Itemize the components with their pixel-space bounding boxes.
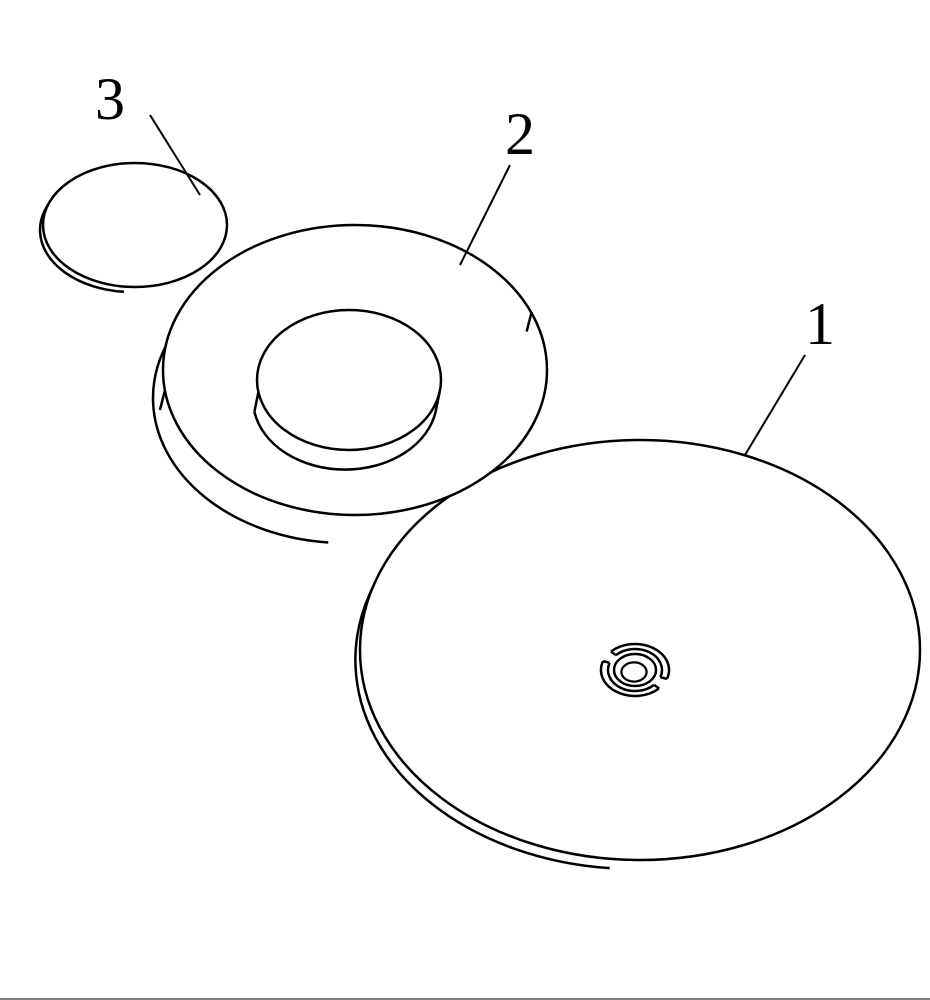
part-1-disc: [355, 440, 920, 868]
label-3: 3: [95, 65, 125, 134]
label-1: 1: [805, 290, 835, 359]
label-2: 2: [505, 100, 535, 169]
part-3-lens: [40, 163, 227, 292]
exploded-diagram: [0, 0, 930, 1000]
